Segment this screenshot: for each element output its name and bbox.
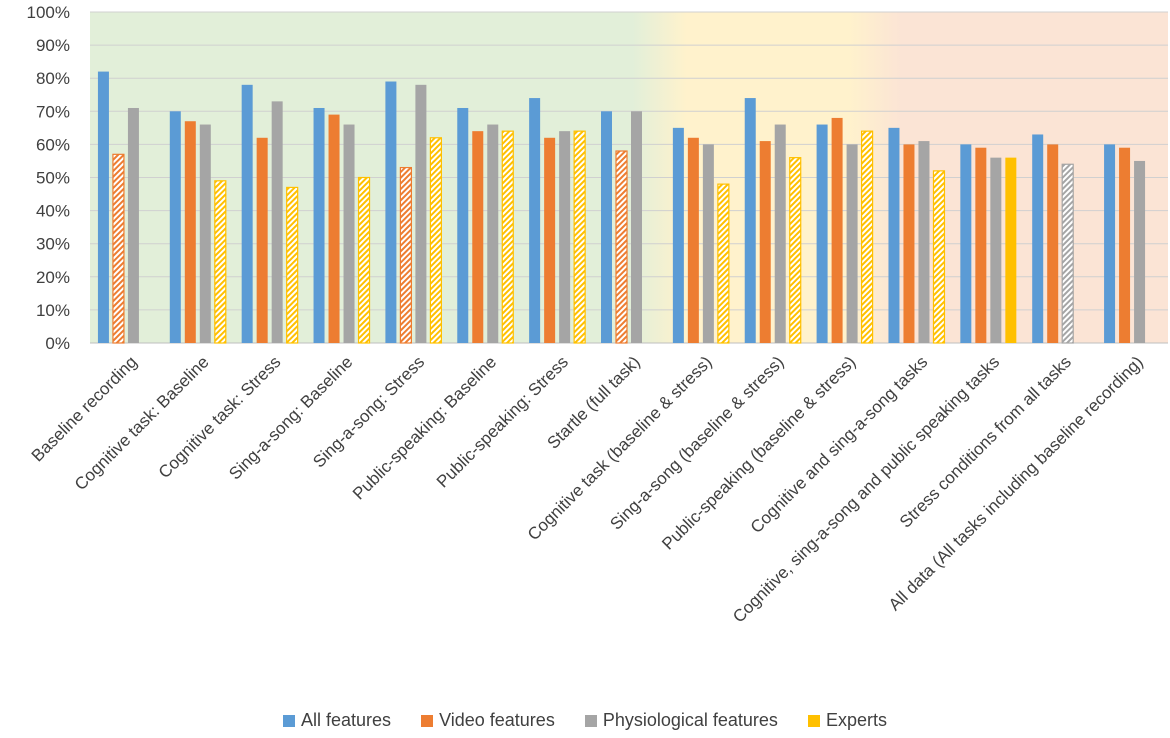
- category-label: Cognitive, sing-a-song and public speaki…: [729, 352, 1003, 626]
- bar-all-features: [960, 144, 972, 343]
- bar-all-features: [241, 84, 253, 343]
- bar-video-features: [1047, 144, 1059, 343]
- bar-experts: [214, 180, 227, 344]
- y-tick-label: 10%: [36, 301, 70, 320]
- bar-video-features: [759, 141, 771, 343]
- y-tick-label: 50%: [36, 169, 70, 188]
- legend-swatch: [807, 714, 820, 727]
- bar-physiological-features: [1061, 163, 1074, 344]
- bar-all-features: [888, 127, 900, 343]
- bar-experts: [789, 157, 802, 344]
- bar-all-features: [1032, 134, 1044, 343]
- bar-all-features: [529, 98, 541, 343]
- y-tick-label: 40%: [36, 202, 70, 221]
- bar-all-features: [169, 111, 181, 343]
- legend-label: Physiological features: [602, 710, 778, 730]
- bars: [97, 71, 1146, 344]
- bar-physiological-features: [343, 124, 355, 343]
- category-label: Cognitive task: Baseline: [71, 352, 213, 494]
- bar-experts: [717, 183, 730, 344]
- bar-physiological-features: [271, 101, 283, 344]
- bar-all-features: [601, 111, 612, 343]
- bar-physiological-features: [487, 124, 499, 343]
- bar-physiological-features: [774, 124, 786, 343]
- bar-video-features: [687, 137, 699, 343]
- legend-item: Video features: [421, 710, 555, 731]
- y-tick-label: 70%: [36, 102, 70, 121]
- legend-label: Video features: [439, 710, 555, 730]
- bar-physiological-features: [918, 141, 930, 343]
- bar-experts: [357, 176, 371, 344]
- bar-all-features: [744, 98, 756, 343]
- y-tick-label: 60%: [36, 135, 70, 154]
- bar-experts: [932, 170, 946, 344]
- gridlines: [90, 11, 1168, 344]
- bar-experts: [286, 186, 299, 344]
- bar-physiological-features: [559, 131, 571, 343]
- legend-swatch: [283, 714, 296, 727]
- bar-physiological-features: [846, 144, 858, 343]
- bar-all-features: [816, 124, 828, 343]
- bar-physiological-features: [990, 157, 1002, 343]
- y-tick-label: 90%: [36, 36, 70, 55]
- bar-video-features: [256, 137, 268, 343]
- bar-experts: [860, 130, 874, 344]
- y-tick-label: 20%: [36, 268, 70, 287]
- bar-all-features: [313, 107, 325, 344]
- category-label: All data (All tasks including baseline r…: [885, 352, 1147, 614]
- bar-video-features: [112, 153, 125, 344]
- category-label: Sing-a-song: Baseline: [225, 352, 356, 483]
- bar-all-features: [672, 127, 684, 343]
- bar-experts: [501, 130, 514, 344]
- category-label: Cognitive task: Stress: [155, 352, 285, 482]
- bar-video-features: [975, 147, 987, 343]
- bar-video-features: [1119, 147, 1131, 343]
- bar-video-features: [544, 137, 556, 343]
- bar-physiological-features: [127, 107, 139, 344]
- category-label: Public-speaking: Stress: [433, 352, 572, 491]
- bar-video-features: [328, 114, 340, 343]
- bar-physiological-features: [199, 124, 211, 343]
- legend: All features Video features Physiological …: [0, 710, 1170, 731]
- bar-physiological-features: [415, 84, 427, 343]
- chart-canvas: 0% 10% 20% 30% 40% 50% 60% 70% 80% 90% 100% Baseli…: [27, 3, 1168, 626]
- bar-physiological-features: [631, 111, 642, 343]
- legend-label: All features: [301, 710, 392, 730]
- bar-video-features: [399, 166, 412, 344]
- legend-swatch: [421, 714, 434, 727]
- bar-all-features: [385, 81, 397, 343]
- legend-label: Experts: [825, 710, 887, 730]
- bar-experts: [573, 130, 586, 344]
- bar-video-features: [831, 117, 843, 343]
- bar-all-features: [1104, 144, 1116, 343]
- bar-video-features: [472, 131, 484, 343]
- y-tick-label: 0%: [45, 334, 70, 353]
- bar-physiological-features: [702, 144, 714, 343]
- y-tick-label: 30%: [36, 235, 70, 254]
- y-axis-ticks: 0% 10% 20% 30% 40% 50% 60% 70% 80% 90% 100%: [27, 3, 70, 353]
- legend-item: Physiological features: [584, 710, 778, 731]
- bar-physiological-features: [1134, 160, 1146, 343]
- bar-all-features: [457, 107, 469, 344]
- bar-video-features: [615, 150, 628, 344]
- bar-experts: [1005, 157, 1017, 343]
- y-tick-label: 80%: [36, 69, 70, 88]
- y-tick-label: 100%: [27, 3, 70, 22]
- category-label: Public-speaking: Baseline: [349, 352, 500, 503]
- legend-item: All features: [283, 710, 391, 731]
- bar-video-features: [903, 144, 915, 343]
- bar-video-features: [184, 121, 196, 343]
- legend-item: Experts: [807, 710, 887, 731]
- bar-experts: [429, 137, 442, 344]
- bar-all-features: [97, 71, 109, 343]
- legend-swatch: [584, 714, 597, 727]
